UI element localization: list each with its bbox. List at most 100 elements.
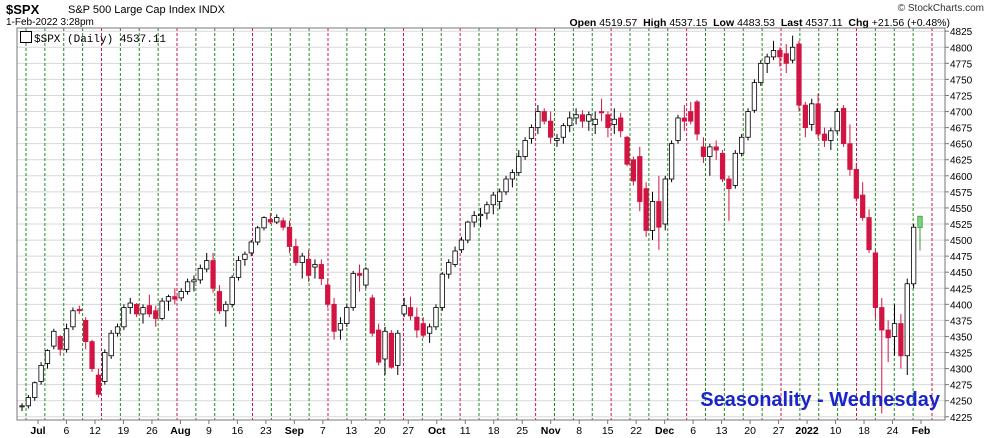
candle-body — [866, 217, 872, 251]
seasonality-markers — [25, 28, 933, 420]
candle-body — [605, 114, 611, 129]
candle-body — [153, 310, 159, 319]
candle-body — [223, 303, 229, 312]
y-tick-label: 4600 — [950, 172, 973, 183]
y-tick-label: 4475 — [950, 252, 973, 263]
candle-body — [586, 114, 592, 122]
y-tick-label: 4525 — [950, 220, 973, 231]
candle-body — [847, 143, 853, 170]
y-tick-label: 4275 — [950, 381, 973, 392]
y-tick-label: 4575 — [950, 188, 973, 199]
x-tick-label: Aug — [170, 425, 190, 437]
x-tick-label: 23 — [260, 425, 272, 437]
candle-body — [802, 104, 808, 129]
candle-body — [57, 336, 63, 350]
candle-body — [681, 117, 687, 122]
x-tick-label: 16 — [232, 425, 244, 437]
candle-body — [446, 262, 452, 275]
candle-body — [528, 127, 535, 139]
x-tick-label: 18 — [858, 425, 870, 437]
candle-body — [751, 82, 758, 111]
candle-body — [471, 215, 477, 223]
candle-body — [407, 307, 414, 317]
y-tick-label: 4700 — [950, 108, 973, 119]
candle-body — [70, 310, 76, 328]
candle-body — [127, 302, 133, 308]
candle-body — [305, 258, 312, 276]
x-tick-label: Dec — [655, 425, 674, 437]
x-tick-label: Jul — [30, 425, 45, 437]
candle-body — [426, 326, 433, 334]
candle-body — [541, 111, 547, 122]
candle-body — [248, 241, 254, 254]
candle-body — [337, 323, 344, 331]
y-tick-label: 4675 — [950, 124, 973, 135]
candle-body — [567, 117, 573, 127]
y-tick-label: 4225 — [950, 413, 973, 424]
x-tick-label: Feb — [912, 425, 931, 437]
y-tick-label: 4750 — [950, 75, 973, 86]
x-tick-label: 11 — [460, 425, 471, 437]
candle-body — [643, 188, 649, 231]
x-tick-label: 13 — [345, 425, 357, 437]
candle-body — [344, 307, 350, 325]
candle-body — [745, 111, 751, 138]
candle-body — [280, 220, 286, 228]
candle-body — [318, 264, 324, 280]
candle-body — [325, 284, 331, 305]
candle-body — [191, 279, 197, 283]
candle-body — [108, 332, 114, 357]
candle-body — [114, 326, 121, 334]
candle-body — [662, 178, 668, 225]
x-tick-label: 27 — [773, 425, 785, 437]
candles — [19, 35, 923, 414]
candle-body — [573, 114, 579, 119]
candle-body — [821, 133, 828, 141]
candle-body — [815, 103, 821, 135]
candle-body — [764, 56, 770, 64]
candle-body — [76, 309, 82, 312]
x-tick-label: Oct — [428, 425, 446, 437]
y-tick-label: 4625 — [950, 156, 973, 167]
candle-body — [624, 136, 630, 165]
candle-body — [134, 303, 140, 315]
candle-body — [261, 217, 267, 229]
candle-body — [458, 239, 465, 251]
candle-body — [618, 117, 624, 132]
open-label: Open — [569, 17, 597, 29]
candle-body — [719, 152, 726, 180]
credit-link[interactable]: © StockCharts.com — [897, 3, 984, 14]
candle-body — [598, 111, 605, 114]
candle-body — [713, 146, 719, 151]
candle-body — [197, 267, 203, 281]
candle-body — [388, 332, 395, 368]
candle-body — [51, 330, 57, 347]
candle-body — [879, 307, 885, 331]
candle-body — [484, 204, 490, 214]
candle-body — [611, 118, 617, 125]
candle-body — [267, 219, 274, 223]
candle-body — [911, 226, 917, 285]
candle-body — [121, 307, 127, 328]
y-tick-label: 4500 — [950, 236, 973, 247]
candle-body — [44, 350, 51, 364]
y-tick-label: 4800 — [950, 43, 973, 54]
legend-swatch — [20, 31, 32, 43]
y-tick-label: 4725 — [950, 91, 973, 102]
y-tick-label: 4775 — [950, 59, 973, 70]
candle-body — [420, 323, 426, 336]
candle-body — [707, 146, 713, 157]
candle-body — [796, 43, 802, 106]
candle-body — [592, 118, 598, 125]
candle-body — [490, 194, 496, 206]
candle-body — [777, 50, 783, 58]
x-tick-label: 8 — [576, 425, 582, 437]
chart-datetime: 1-Feb-2022 3:28pm — [6, 17, 94, 28]
candle-body — [554, 138, 560, 141]
candle-body — [535, 111, 541, 129]
last-label: Last — [780, 17, 803, 29]
x-tick-label: 6 — [64, 425, 70, 437]
candle-body — [433, 307, 439, 328]
y-tick-label: 4300 — [950, 365, 973, 376]
